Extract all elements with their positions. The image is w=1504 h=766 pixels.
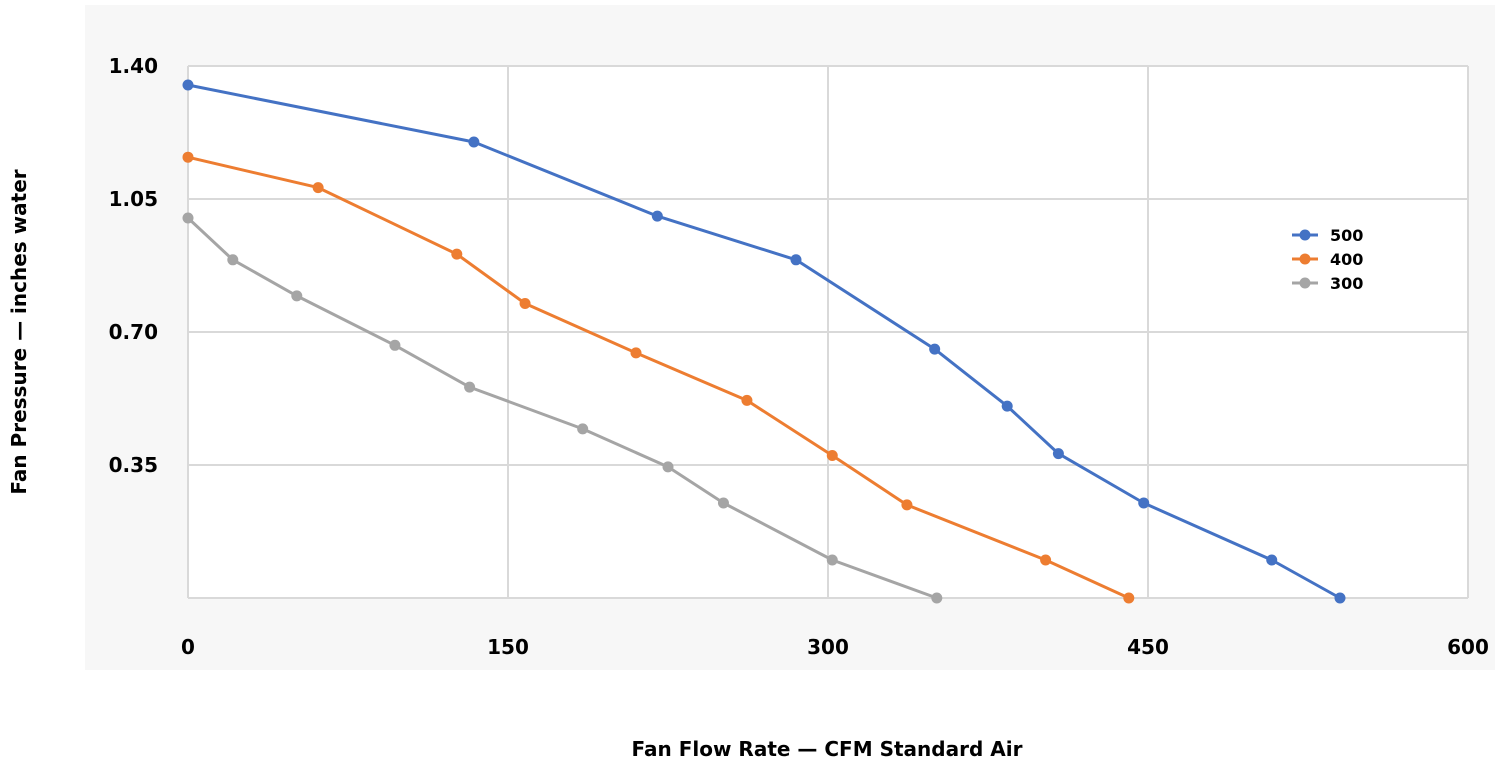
x-tick-label: 0 [181, 635, 195, 659]
legend-item-500: 500 [1292, 226, 1363, 245]
x-tick-label: 150 [487, 635, 529, 659]
x-tick-label: 300 [807, 635, 849, 659]
data-point-500 [1138, 497, 1150, 509]
data-point-300 [464, 381, 476, 393]
data-point-500 [1001, 400, 1013, 412]
legend-item-400: 400 [1292, 250, 1363, 269]
data-point-400 [451, 248, 463, 260]
legend-label-300: 300 [1330, 274, 1363, 293]
data-point-500 [651, 210, 663, 222]
data-point-400 [901, 499, 913, 511]
data-point-300 [227, 254, 239, 266]
data-point-500 [1266, 554, 1278, 566]
data-point-400 [630, 347, 642, 359]
series-line-300 [186, 216, 938, 600]
legend-box [1270, 218, 1368, 322]
x-axis-title: Fan Flow Rate — CFM Standard Air [632, 737, 1023, 761]
data-point-400 [826, 450, 838, 461]
data-point-300 [826, 554, 838, 566]
x-tick-label: 600 [1447, 635, 1489, 659]
data-point-400 [312, 182, 324, 194]
legend-marker-300 [1299, 277, 1311, 289]
y-tick-label: 0.70 [109, 320, 158, 344]
series-500 [182, 79, 1346, 604]
series-400 [182, 151, 1135, 604]
y-tick-label: 1.40 [109, 54, 158, 78]
data-point-300 [182, 212, 194, 224]
legend: 500 400 300 [1292, 226, 1363, 293]
data-point-500 [929, 343, 941, 355]
data-point-500 [790, 254, 802, 266]
data-point-400 [519, 298, 531, 309]
series-group [182, 79, 1346, 604]
data-point-400 [182, 151, 194, 163]
data-point-300 [931, 592, 943, 604]
legend-item-300: 300 [1292, 274, 1363, 293]
legend-label-500: 500 [1330, 226, 1363, 245]
tick-labels: 0 150 300 450 600 0.35 0.70 1.05 1.40 [109, 54, 1489, 659]
x-tick-label: 450 [1127, 635, 1169, 659]
data-point-500 [1334, 592, 1346, 604]
data-point-400 [1123, 592, 1135, 604]
y-tick-label: 1.05 [109, 187, 158, 211]
y-tick-label: 0.35 [109, 453, 158, 477]
data-point-500 [1052, 448, 1064, 460]
data-point-300 [662, 461, 674, 473]
data-point-400 [1040, 554, 1052, 566]
data-point-300 [389, 339, 401, 351]
series-line-500 [187, 83, 1341, 600]
data-point-500 [468, 136, 480, 148]
legend-marker-400 [1299, 253, 1311, 265]
y-axis-title: Fan Pressure — inches water [7, 169, 31, 494]
data-point-500 [182, 79, 194, 91]
legend-label-400: 400 [1330, 250, 1363, 269]
data-point-300 [717, 497, 729, 509]
legend-marker-500 [1299, 229, 1311, 241]
data-point-300 [577, 423, 589, 435]
series-line-400 [187, 155, 1130, 600]
series-300 [182, 212, 943, 604]
data-point-400 [741, 394, 753, 406]
data-point-300 [291, 290, 303, 302]
